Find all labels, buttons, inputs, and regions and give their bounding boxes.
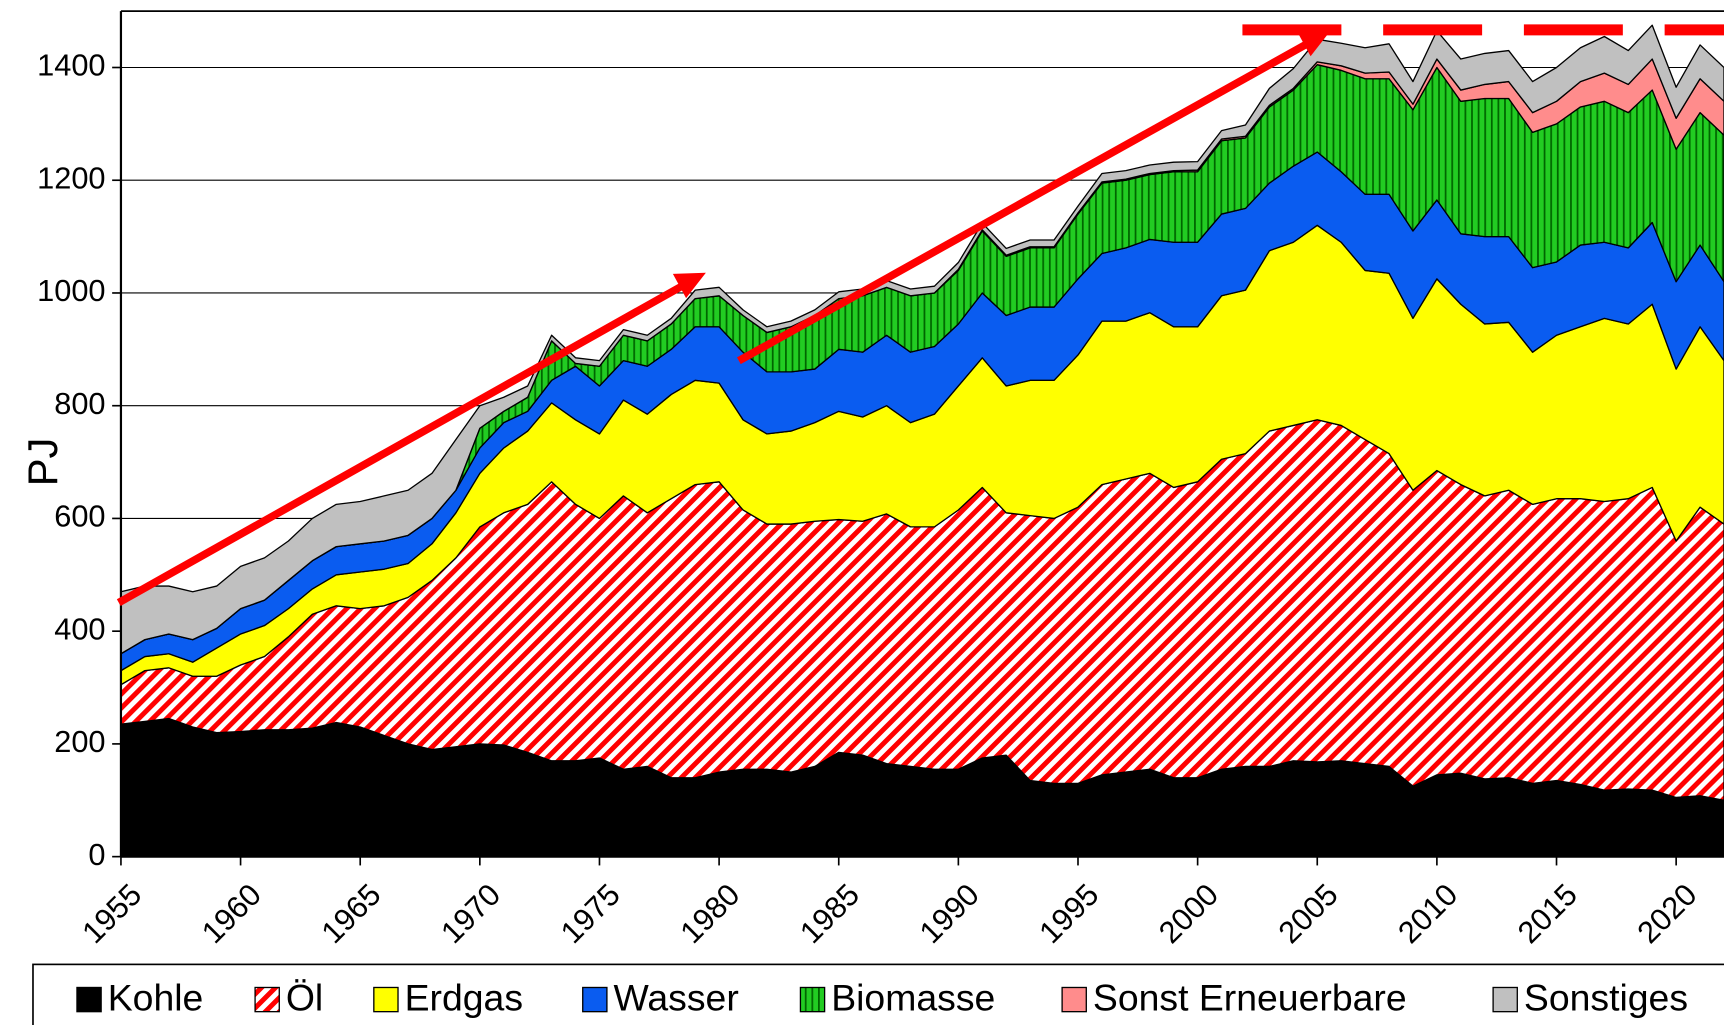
- legend-box: [32, 963, 1724, 1025]
- legend-label: Wasser: [614, 977, 739, 1019]
- legend-label: Öl: [286, 977, 323, 1019]
- y-tick-label: 1400: [37, 48, 105, 83]
- y-tick-label: 0: [88, 837, 105, 872]
- trend-arrow: [736, 38, 1313, 365]
- y-tick-label: 600: [54, 499, 105, 534]
- legend-swatch: [1492, 986, 1518, 1013]
- legend-swatch: [254, 986, 280, 1013]
- legend-label: Erdgas: [405, 977, 523, 1019]
- legend-swatch: [373, 986, 399, 1013]
- y-tick-label: 200: [54, 724, 105, 759]
- legend-label: Sonstiges: [1524, 977, 1688, 1019]
- area-6: [120, 24, 1724, 655]
- y-tick-label: 1000: [37, 273, 105, 308]
- legend-label: Kohle: [108, 977, 204, 1019]
- arrow-head: [1297, 30, 1331, 57]
- legend-swatch: [1061, 986, 1087, 1013]
- trend-arrows: [116, 24, 1724, 607]
- legend-swatch: [582, 986, 608, 1013]
- y-tick-label: 800: [54, 386, 105, 421]
- legend: Kohle Öl Erdgas Wasser Biomasse Sonst Erneuer…: [76, 977, 1688, 1019]
- legend-swatch: [76, 986, 102, 1013]
- arrow-head: [672, 272, 706, 299]
- legend-label: Sonst Erneuerbare: [1093, 977, 1407, 1019]
- y-axis-label: PJ: [19, 438, 66, 487]
- legend-swatch: [799, 986, 826, 1013]
- trend-arrow: [116, 280, 688, 607]
- y-tick-label: 400: [54, 611, 105, 646]
- legend-label: Biomasse: [831, 977, 995, 1019]
- y-tick-label: 1200: [37, 160, 105, 195]
- areas: [120, 24, 1724, 858]
